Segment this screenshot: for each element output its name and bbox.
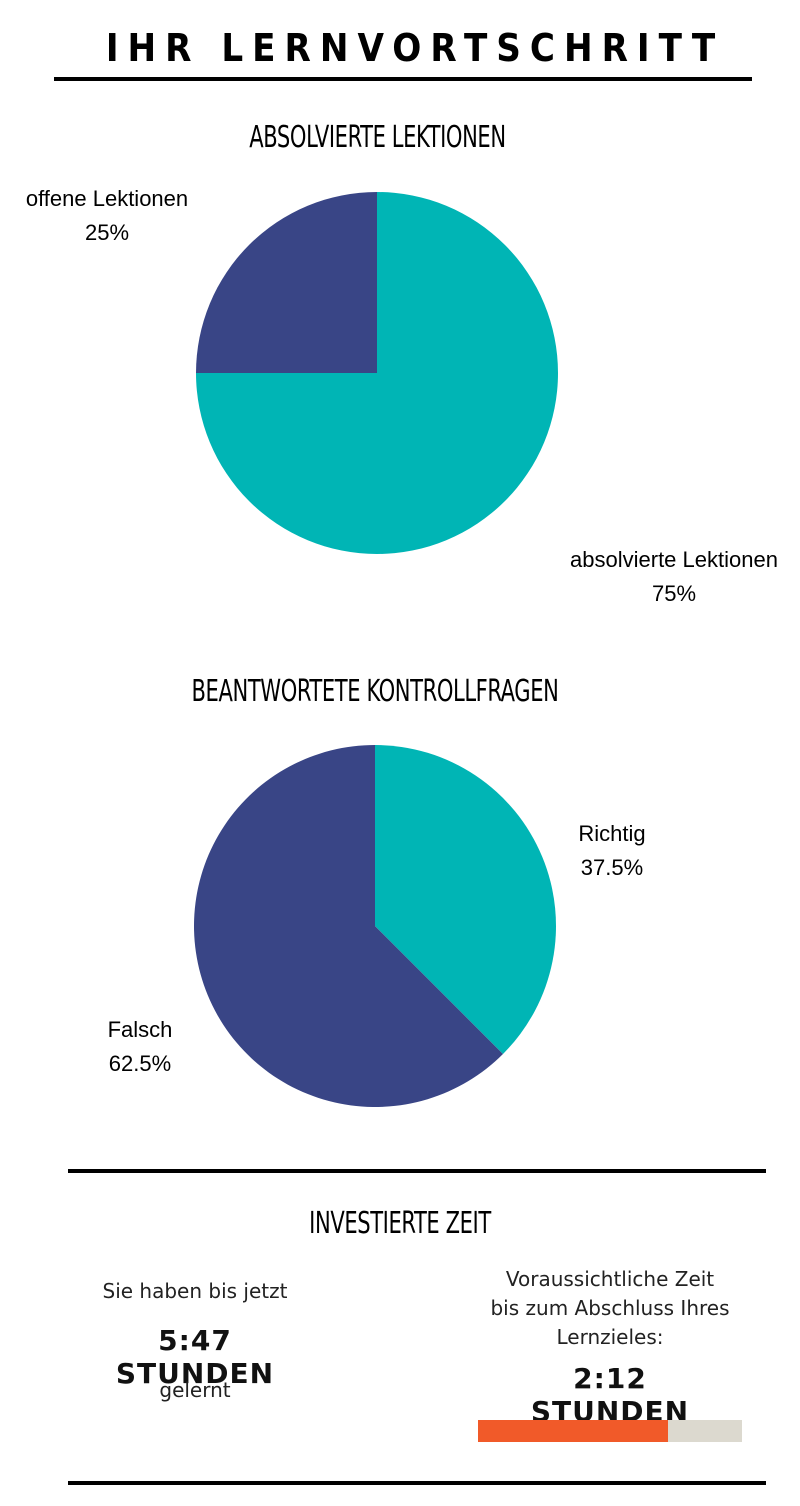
time-remaining-value: 2:12 STUNDEN [530, 1362, 690, 1428]
page-title: IHR LERNVORTSCHRITT [105, 26, 725, 70]
chart-2-title: BEANTWORTETE KONTROLLFRAGEN [191, 674, 559, 709]
pie-slice-falsch [194, 745, 503, 1107]
questions-pie-chart: Richtig 37.5% Falsch 62.5% [108, 745, 646, 1107]
lessons-pie-chart: absolvierte Lektionen 75% offene Lektionen… [26, 186, 778, 606]
time-spent-value: 5:47 STUNDEN [115, 1324, 275, 1390]
time-spent-outro: gelernt [159, 1378, 231, 1402]
slice-label: Falsch [108, 1017, 173, 1042]
time-remaining-line-1: Voraussichtliche Zeit [505, 1267, 715, 1291]
time-remaining-line-2: bis zum Abschluss Ihres [490, 1296, 730, 1320]
slice-value-label: 25% [85, 220, 129, 245]
slice-label: offene Lektionen [26, 186, 188, 211]
slice-value-label: 37.5% [581, 855, 643, 880]
time-section-top-divider [68, 1169, 766, 1173]
slice-value-label: 62.5% [109, 1051, 171, 1076]
time-remaining-line-3: Lernzieles: [556, 1325, 664, 1349]
slice-label: absolvierte Lektionen [570, 547, 778, 572]
pie-slice-offene-lektionen [196, 192, 377, 373]
slice-value-label: 75% [652, 581, 696, 606]
time-spent-intro: Sie haben bis jetzt [102, 1279, 288, 1303]
goal-progress-bar [478, 1420, 742, 1442]
time-section-title: INVESTIERTE ZEIT [309, 1206, 491, 1241]
goal-progress-fill [478, 1420, 669, 1442]
chart-1-title: ABSOLVIERTE LEKTIONEN [249, 120, 506, 155]
slice-label: Richtig [578, 821, 645, 846]
title-divider [54, 77, 752, 81]
time-section-bottom-divider [68, 1481, 766, 1485]
pie-slice-richtig [375, 745, 557, 1054]
